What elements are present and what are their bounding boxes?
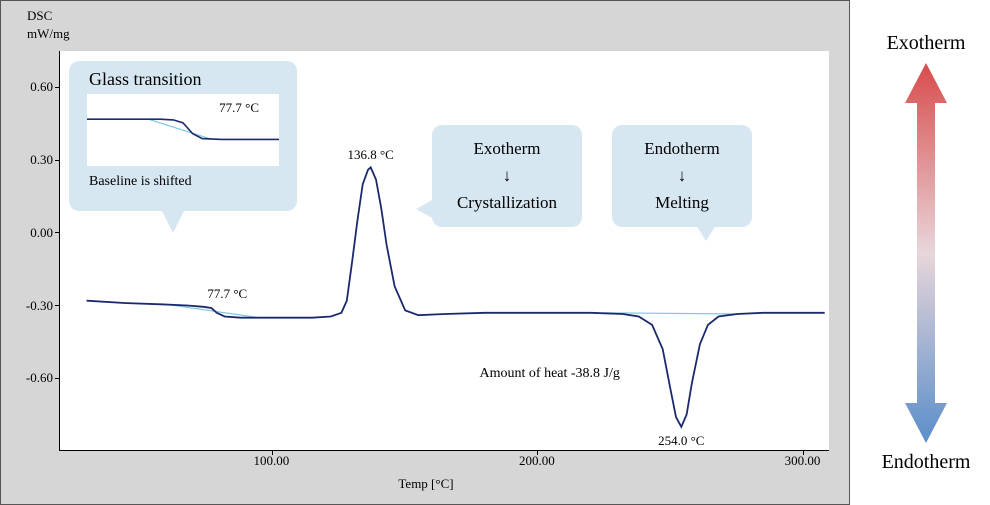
inset-title: Glass transition [89, 69, 297, 90]
callout-tail [696, 225, 716, 241]
callout-line: Melting [628, 189, 736, 216]
y-tick-label: 0.60 [7, 79, 53, 95]
glass-transition-temp-label: 77.7 °C [207, 286, 247, 302]
exotherm-label: Exotherm [887, 32, 966, 55]
exotherm-callout: Exotherm ↓ Crystallization [432, 125, 582, 227]
x-axis-label: Temp [°C] [1, 476, 851, 492]
y-tick [55, 305, 60, 306]
y-tick-label: -0.60 [7, 370, 53, 386]
y-tick [55, 160, 60, 161]
x-tick-label: 300.00 [785, 453, 821, 469]
x-tick-label: 100.00 [254, 453, 290, 469]
callout-line: Crystallization [448, 189, 566, 216]
callout-tail [416, 199, 434, 219]
heat-amount-label: Amount of heat -38.8 J/g [480, 366, 620, 382]
y-axis-label-line2: mW/mg [27, 25, 70, 43]
glass-transition-inset: Glass transition 77.7 °C Baseline is shi… [69, 61, 297, 211]
down-arrow-icon: ↓ [448, 162, 566, 189]
y-tick-label: 0.30 [7, 152, 53, 168]
endotherm-callout: Endotherm ↓ Melting [612, 125, 752, 227]
crystallization-peak-label: 136.8 °C [347, 147, 393, 163]
callout-line: Endotherm [628, 135, 736, 162]
melting-trough-label: 254.0 °C [658, 433, 704, 449]
callout-tail [161, 209, 185, 233]
x-tick-label: 200.00 [519, 453, 555, 469]
inset-caption: Baseline is shifted [89, 174, 297, 190]
endotherm-label: Endotherm [882, 451, 971, 474]
inset-plot: 77.7 °C [87, 94, 279, 166]
y-axis-label: DSC mW/mg [27, 7, 70, 42]
y-axis-label-line1: DSC [27, 7, 70, 25]
y-tick [55, 87, 60, 88]
y-tick-label: 0.00 [7, 225, 53, 241]
y-tick-label: -0.30 [7, 298, 53, 314]
callout-line: Exotherm [448, 135, 566, 162]
y-tick [55, 232, 60, 233]
gradient-arrow-icon [905, 63, 947, 443]
chart-panel: DSC mW/mg 77.7 °C 136.8 °C 254.0 °C Amou… [0, 0, 850, 505]
thermal-direction-legend: Exotherm Endotherm [862, 0, 990, 505]
x-tick-labels: 100.00 200.00 300.00 [59, 451, 829, 471]
down-arrow-icon: ↓ [628, 162, 736, 189]
y-tick [55, 378, 60, 379]
